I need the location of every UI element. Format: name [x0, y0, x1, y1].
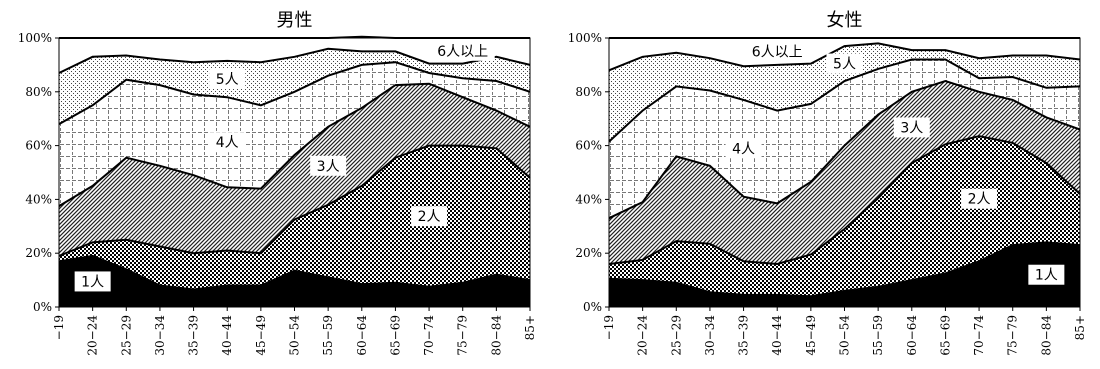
series-label-1: 1人 — [74, 271, 111, 292]
x-tick-label: 85+ — [523, 315, 537, 340]
series-label-text: 5人 — [833, 57, 856, 73]
y-tick-label: 80% — [25, 85, 52, 99]
series-line-3 — [608, 79, 1081, 220]
x-tick-label: 65−69 — [938, 315, 952, 356]
series-label-6: 6人以上 — [745, 41, 810, 62]
x-tick-label: 45−49 — [254, 315, 268, 356]
chart-svg-male: 男性 0% 20% 40% 60% 80% 100% −19 20−24 25−29 30−34 35… — [18, 10, 537, 356]
x-tick-label: 55−59 — [871, 315, 885, 356]
series-label-text: 4人 — [216, 135, 239, 151]
x-tick-label: 65−69 — [388, 315, 402, 356]
x-tick-label: 30−34 — [703, 315, 717, 356]
x-tick-label: 75−79 — [1006, 315, 1020, 356]
x-tick-label: 45−49 — [804, 315, 818, 356]
series-line-1 — [58, 254, 531, 291]
x-tick-label: −19 — [52, 315, 66, 340]
x-tick-label: −19 — [602, 315, 616, 340]
series-label-text: 2人 — [418, 209, 441, 225]
series-label-5: 5人 — [209, 69, 246, 90]
x-tick-label: 20−24 — [86, 315, 100, 356]
x-tick-label: 50−54 — [288, 315, 302, 356]
series-label-text: 3人 — [317, 159, 340, 175]
y-tick-label: 40% — [25, 192, 52, 206]
chart-title: 男性 — [277, 10, 313, 31]
x-tick-label: 40−44 — [220, 315, 234, 356]
chart-title: 女性 — [827, 10, 863, 31]
area-series-1 — [609, 242, 1080, 307]
x-tick-label: 40−44 — [770, 315, 784, 356]
y-tick-label: 0% — [33, 300, 52, 314]
x-tick-label: 70−74 — [422, 315, 436, 356]
series-label-text: 1人 — [81, 274, 104, 290]
x-tick-label: 30−34 — [153, 315, 167, 356]
x-tick-label: 80−84 — [489, 315, 503, 356]
y-tick-label: 60% — [25, 139, 52, 153]
series-line-5 — [608, 42, 1081, 72]
area-series-3 — [609, 81, 1080, 264]
series-label-3: 3人 — [310, 155, 347, 176]
series-label-4: 4人 — [209, 132, 246, 153]
series-line-3 — [58, 82, 531, 207]
series-line-2 — [608, 135, 1081, 266]
x-tick-label: 80−84 — [1039, 315, 1053, 356]
series-label-text: 6人以上 — [752, 44, 803, 60]
series-line-4 — [58, 61, 531, 125]
y-tick-label: 80% — [575, 85, 602, 99]
series-label-text: 6人以上 — [437, 44, 488, 60]
series-label-2: 2人 — [411, 206, 448, 227]
x-tick-label: 25−29 — [669, 315, 683, 356]
series-label-text: 2人 — [968, 192, 991, 208]
y-tick-label: 100% — [568, 31, 602, 45]
area-series-2 — [609, 136, 1080, 297]
series-line-2 — [58, 144, 531, 257]
x-tick-label: 85+ — [1073, 315, 1087, 340]
y-tick-label: 100% — [18, 31, 52, 45]
series-label-3: 3人 — [893, 117, 930, 138]
area-series-2 — [59, 145, 530, 290]
series-line-4 — [608, 58, 1081, 143]
series-line-1 — [608, 241, 1081, 298]
x-tick-label: 55−59 — [321, 315, 335, 356]
y-tick-label: 60% — [575, 139, 602, 153]
y-tick-label: 40% — [575, 192, 602, 206]
series-label-text: 4人 — [732, 141, 755, 157]
series-label-1: 1人 — [1028, 264, 1065, 285]
series-label-2: 2人 — [961, 188, 998, 209]
series-label-text: 1人 — [1035, 268, 1058, 284]
chart-male: 男性 0% 20% 40% 60% 80% 100% −19 20−24 25−29 30−34 35… — [18, 10, 537, 356]
x-tick-label: 35−39 — [187, 315, 201, 356]
x-tick-label: 20−24 — [636, 315, 650, 356]
y-tick-label: 0% — [583, 300, 602, 314]
y-tick-label: 20% — [25, 246, 52, 260]
chart-svg-female: 女性 0% 20% 40% 60% 80% 100% −19 20−24 25−29 30−34 35… — [568, 10, 1087, 356]
area-series-6 — [609, 38, 1080, 71]
series-label-5: 5人 — [826, 53, 863, 74]
x-tick-label: 35−39 — [737, 315, 751, 356]
x-tick-label: 50−54 — [838, 315, 852, 356]
x-tick-label: 25−29 — [119, 315, 133, 356]
y-tick-label: 20% — [575, 246, 602, 260]
series-label-text: 3人 — [900, 120, 923, 136]
x-tick-label: 75−79 — [456, 315, 470, 356]
area-series-5 — [59, 48, 530, 125]
series-label-text: 5人 — [216, 72, 239, 88]
x-tick-label: 60−64 — [355, 315, 369, 356]
area-series-1 — [59, 255, 530, 307]
series-label-6: 6人以上 — [430, 40, 495, 61]
area-series-6 — [59, 36, 530, 73]
series-label-4: 4人 — [725, 138, 762, 159]
series-line-5 — [58, 47, 531, 74]
area-series-4 — [609, 59, 1080, 219]
area-series-3 — [59, 83, 530, 256]
chart-female: 女性 0% 20% 40% 60% 80% 100% −19 20−24 25−29 30−34 35… — [550, 0, 1100, 369]
x-tick-label: 60−64 — [905, 315, 919, 356]
x-tick-label: 70−74 — [972, 315, 986, 356]
